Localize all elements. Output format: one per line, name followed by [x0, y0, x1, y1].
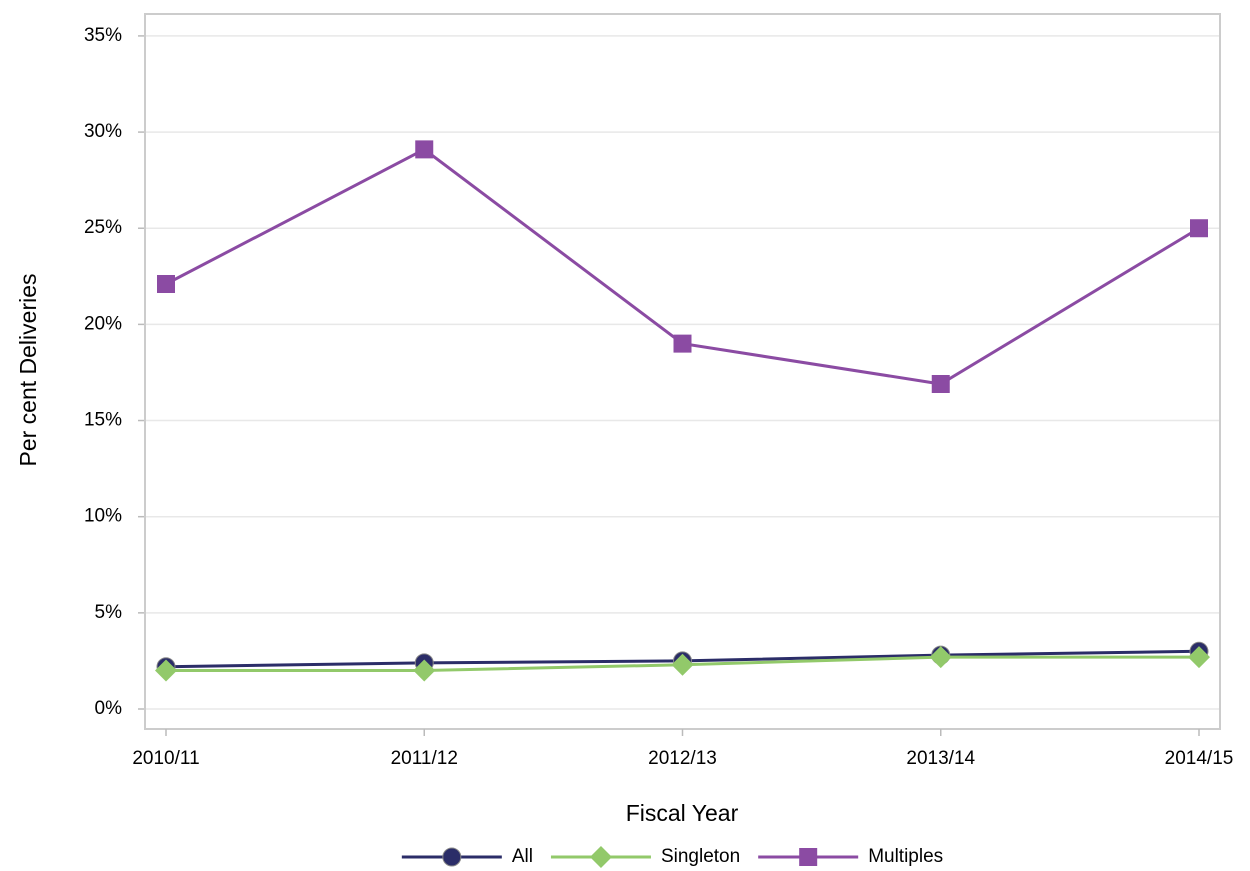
x-tick-label: 2010/11 — [132, 748, 199, 769]
data-point — [1190, 219, 1208, 238]
x-axis-title: Fiscal Year — [626, 800, 739, 826]
y-tick-label: 30% — [84, 121, 122, 142]
y-axis-title: Per cent Deliveries — [15, 273, 41, 466]
y-tick-label: 0% — [95, 698, 123, 719]
x-tick-label: 2014/15 — [1165, 748, 1234, 769]
data-point — [155, 659, 177, 682]
data-point — [931, 375, 950, 393]
plot-frame — [144, 13, 1221, 730]
legend-label: Singleton — [661, 846, 740, 867]
y-tick-label: 35% — [84, 25, 122, 46]
legend-marker — [589, 846, 612, 868]
data-point — [1188, 646, 1210, 669]
x-tick-label: 2013/14 — [906, 748, 975, 769]
y-tick-label: 25% — [84, 217, 122, 238]
data-point — [415, 140, 434, 159]
data-point — [413, 659, 436, 682]
legend-marker — [442, 847, 462, 867]
data-point — [673, 334, 692, 353]
legend: All Singleton Multiples — [401, 846, 943, 868]
x-tick-label: 2012/13 — [648, 748, 717, 769]
y-tick-label: 5% — [95, 602, 123, 623]
legend-label: All — [512, 846, 533, 867]
y-tick-label: 20% — [84, 313, 122, 334]
y-tick-label: 15% — [84, 410, 122, 431]
data-point — [157, 275, 175, 293]
x-tick-label: 2011/12 — [391, 748, 458, 769]
data-point — [671, 653, 694, 676]
y-tick-label: 10% — [84, 506, 122, 527]
legend-marker — [799, 848, 818, 866]
data-point — [929, 646, 952, 669]
legend-label: Multiples — [868, 846, 943, 867]
